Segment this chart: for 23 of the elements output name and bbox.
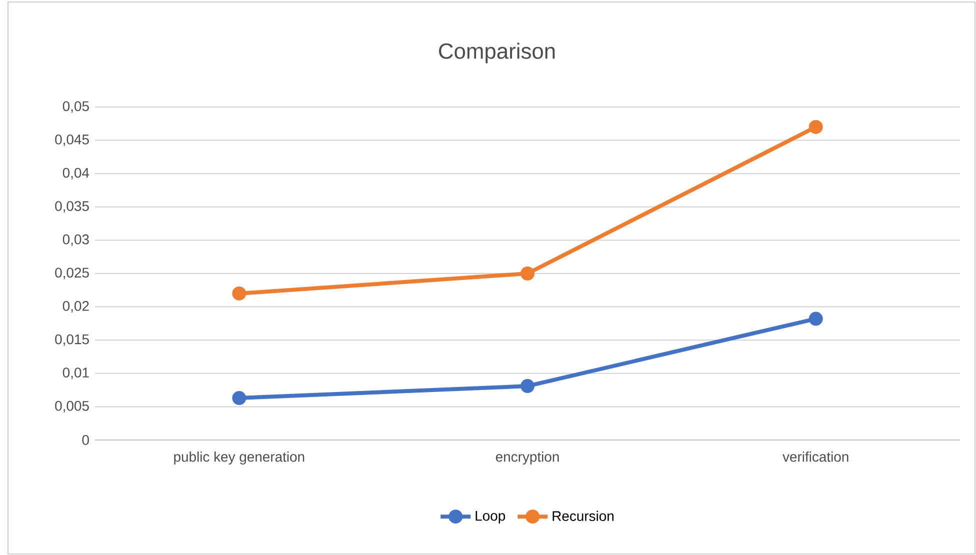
x-tick-label: public key generation [174,452,304,465]
legend-label: Loop [476,511,506,524]
point [232,286,246,300]
point [232,391,246,406]
y-tick-label: 0,02 [62,301,89,313]
point [808,312,823,326]
y-tick-label: 0,035 [55,201,89,213]
y-tick-label: 0 [82,435,89,445]
y-tick-label: 0,045 [55,134,89,146]
x-tick-label: encryption [496,452,559,465]
chart-title: Comparison [439,42,555,64]
y-tick-label: 0,025 [55,268,89,280]
point [520,379,535,394]
y-tick-label: 0,05 [62,101,89,113]
x-tick-label: verification [782,452,848,462]
y-tick-label: 0,04 [62,168,90,180]
y-tick-label: 0,03 [62,234,89,246]
legend-label: Recursion [552,510,614,522]
y-tick-label: 0,005 [55,400,89,412]
y-tick-label: 0,01 [62,368,89,380]
point [520,266,535,280]
point [808,120,823,134]
y-tick-label: 0,015 [55,334,89,346]
